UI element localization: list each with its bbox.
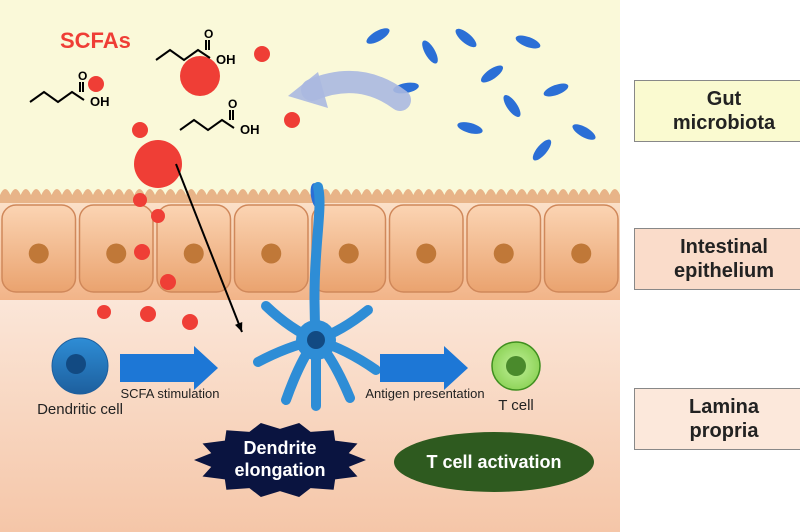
epithelial-nucleus [184,244,204,264]
side-label: Intestinalepithelium [634,228,800,290]
svg-text:OH: OH [240,122,260,137]
scfa-dot [254,46,270,62]
epithelial-nucleus [339,244,359,264]
side-label: Gutmicrobiota [634,80,800,142]
scfa-dot [140,306,156,322]
epithelial-nucleus [571,244,591,264]
svg-text:OH: OH [216,52,236,67]
scfa-dot [134,140,182,188]
dendritic-cell-label: Dendritic cell [37,401,123,418]
svg-text:O: O [228,97,237,111]
svg-text:T cell activation: T cell activation [426,452,561,472]
scfa-dot [151,209,165,223]
svg-text:O: O [204,27,213,41]
svg-text:O: O [78,69,87,83]
scfa-dot [132,122,148,138]
epithelial-nucleus [261,244,281,264]
epithelial-nucleus [494,244,514,264]
scfa-dot [180,56,220,96]
scfa-dot [284,112,300,128]
diagram-root: OHOOHOOHOSCFAsDendritic cellSCFA stimula… [0,0,800,532]
scfa-stim-label: SCFA stimulation [121,386,220,401]
scfa-dot [160,274,176,290]
svg-text:OH: OH [90,94,110,109]
svg-text:elongation: elongation [235,460,326,480]
scfa-dot [88,76,104,92]
scfa-dot [134,244,150,260]
svg-text:Dendrite: Dendrite [243,438,316,458]
epithelial-nucleus [416,244,436,264]
epithelial-nucleus [106,244,126,264]
scfa-dot [97,305,111,319]
epithelial-nucleus [29,244,49,264]
scfa-dot [133,193,147,207]
side-label: Laminapropria [634,388,800,450]
scfa-dot [182,314,198,330]
antigen-label: Antigen presentation [365,386,484,401]
t-cell-label: T cell [498,397,534,414]
scfas-title: SCFAs [60,28,131,53]
